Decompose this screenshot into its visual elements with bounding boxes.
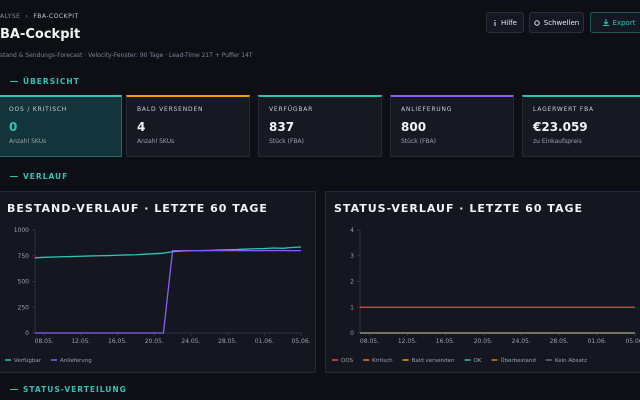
chart-title: STATUS-VERLAUF · LETZTE 60 TAGE	[334, 202, 583, 215]
x-tick-label: 12.05.	[398, 338, 417, 345]
x-tick-label: 12.05.	[71, 338, 90, 345]
label: Export	[612, 18, 636, 27]
section-header: ÜBERSICHT	[10, 77, 80, 86]
help-button[interactable]: Hilfe	[486, 12, 524, 33]
kpi-card[interactable]: VERFÜGBAR 837 Stück (FBA)	[258, 95, 382, 157]
x-tick-label: 05.06.	[625, 338, 640, 345]
chart-title: BESTAND-VERLAUF · LETZTE 60 TAGE	[7, 202, 268, 215]
kpi-value: 4	[137, 120, 146, 134]
y-tick-label: 500	[18, 279, 30, 286]
kpi-sub: Stück (FBA)	[269, 138, 304, 145]
label: Hilfe	[501, 18, 517, 27]
y-tick-label: 2	[350, 279, 354, 286]
legend-label: OOS	[341, 358, 354, 364]
kpi-card[interactable]: BALD VERSENDEN 4 Anzahl SKUs	[126, 95, 250, 157]
kpi-label: LAGERWERT FBA	[533, 106, 594, 113]
breadcrumb: ALYSE › FBA-COCKPIT	[0, 13, 84, 20]
legend-label: Überbestand	[500, 357, 535, 364]
label: STATUS-VERTEILUNG	[23, 385, 127, 394]
kpi-card[interactable]: LAGERWERT FBA €23.059 zu Einkaufspreis	[522, 95, 640, 157]
x-tick-label: 01.06.	[255, 338, 274, 345]
export-button[interactable]: Export	[590, 12, 640, 33]
subtitle: stand & Sendungs-Forecast · Velocity-Fen…	[0, 52, 253, 59]
y-tick-label: 1000	[14, 227, 29, 234]
y-tick-label: 0	[350, 330, 354, 337]
chart-panel: BESTAND-VERLAUF · LETZTE 60 TAGE 0 250 500 7…	[0, 191, 316, 373]
kpi-sub: Stück (FBA)	[401, 138, 436, 145]
x-tick-label: 28.05.	[550, 338, 569, 345]
kpi-sub: zu Einkaufspreis	[533, 138, 582, 145]
legend-label: Kritisch	[372, 358, 393, 364]
legend-label: Kein Absatz	[555, 358, 587, 364]
section-header: VERLAUF	[10, 172, 68, 181]
label: ÜBERSICHT	[23, 77, 80, 86]
kpi-label: ANLIEFERUNG	[401, 106, 453, 113]
crumb: ALYSE	[0, 13, 21, 20]
kpi-value: 800	[401, 120, 427, 134]
label: Schwellen	[543, 18, 580, 27]
chart: STATUS-VERLAUF · LETZTE 60 TAGE 0 1 2 3 4 08.0…	[332, 202, 640, 364]
icon	[602, 19, 609, 26]
series-line	[35, 249, 301, 334]
kpi-sub: Anzahl SKUs	[9, 138, 47, 145]
label: VERLAUF	[23, 172, 69, 181]
icon	[534, 19, 540, 26]
y-tick-label: 0	[25, 330, 29, 337]
chart-panel: STATUS-VERLAUF · LETZTE 60 TAGE 0 1 2 3 4 08.0…	[325, 191, 640, 373]
legend-label: OK	[474, 358, 482, 364]
kpi-label: VERFÜGBAR	[269, 106, 314, 113]
crumb-sep: ›	[25, 13, 29, 20]
y-tick-label: 250	[18, 304, 30, 311]
x-tick-label: 20.05.	[145, 338, 164, 345]
kpi-sub: Anzahl SKUs	[137, 138, 175, 145]
kpi-value: €23.059	[533, 120, 588, 134]
x-tick-label: 20.05.	[474, 338, 493, 345]
y-tick-label: 4	[350, 227, 354, 234]
series-line	[34, 246, 302, 259]
kpi-card[interactable]: OOS / KRITISCH 0 Anzahl SKUs	[0, 95, 122, 157]
crumb[interactable]: FBA-COCKPIT	[33, 13, 79, 20]
x-tick-label: 24.05.	[181, 338, 200, 345]
x-tick-label: 16.05.	[108, 338, 127, 345]
y-tick-label: 750	[18, 253, 30, 260]
section-header: STATUS-VERTEILUNG	[10, 385, 127, 394]
icon	[494, 19, 496, 26]
kpi-label: BALD VERSENDEN	[137, 106, 204, 113]
page-title: BA-Cockpit	[0, 27, 81, 42]
thresholds-button[interactable]: Schwellen	[529, 12, 584, 33]
x-tick-label: 08.05.	[360, 338, 379, 345]
x-tick-label: 24.05.	[512, 338, 531, 345]
kpi-card[interactable]: ANLIEFERUNG 800 Stück (FBA)	[390, 95, 514, 157]
y-tick-label: 1	[350, 304, 354, 311]
x-tick-label: 01.06.	[588, 338, 607, 345]
x-tick-label: 05.06.	[291, 338, 310, 345]
y-tick-label: 3	[350, 253, 354, 260]
kpi-value: 0	[9, 120, 18, 134]
x-tick-label: 08.05.	[35, 338, 54, 345]
kpi-value: 837	[269, 120, 295, 134]
x-tick-label: 16.05.	[436, 338, 455, 345]
chart: BESTAND-VERLAUF · LETZTE 60 TAGE 0 250 500 7…	[5, 202, 311, 364]
x-tick-label: 28.05.	[218, 338, 237, 345]
legend-label: Bald versenden	[412, 358, 455, 364]
kpi-label: OOS / KRITISCH	[9, 106, 68, 113]
legend-label: Anlieferung	[60, 358, 92, 364]
legend-label: Verfügbar	[14, 358, 42, 364]
